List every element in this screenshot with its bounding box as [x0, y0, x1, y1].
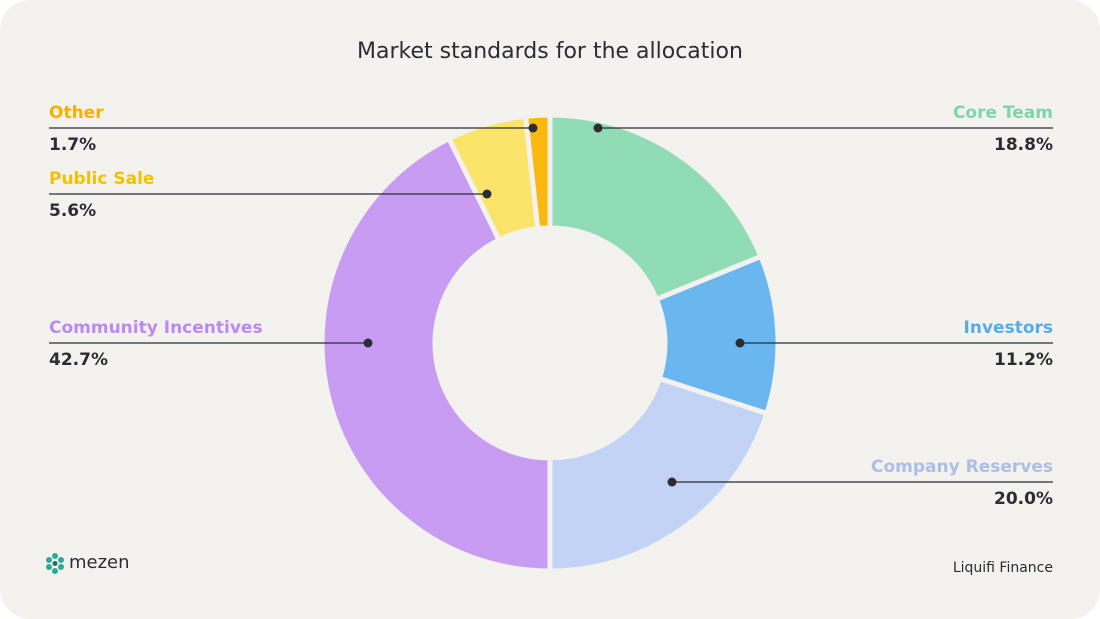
legend-label: Investors	[964, 318, 1053, 338]
leader-dot	[735, 338, 745, 348]
legend-label: Other	[49, 103, 104, 123]
legend-label: Core Team	[953, 103, 1053, 123]
leader-dot	[482, 189, 492, 199]
leader-dot	[593, 123, 603, 133]
leader-dot	[667, 477, 677, 487]
slice	[523, 112, 553, 232]
slices	[319, 112, 781, 574]
value-label: 11.2%	[994, 350, 1053, 370]
chart-title: Market standards for the allocation	[357, 39, 743, 64]
legend-label: Public Sale	[49, 169, 154, 189]
source: Liquifi Finance	[953, 560, 1053, 576]
logo-icon	[46, 553, 64, 574]
legend-label: Company Reserves	[871, 457, 1053, 477]
value-label: 18.8%	[994, 135, 1053, 155]
slice	[319, 136, 553, 574]
logo-text: mezen	[69, 552, 130, 573]
legend-label: Community Incentives	[49, 318, 263, 338]
value-label: 1.7%	[49, 135, 96, 155]
leader-dot	[528, 123, 538, 133]
value-label: 5.6%	[49, 201, 96, 221]
slice	[547, 376, 770, 574]
leader-dot	[363, 338, 373, 348]
value-label: 42.7%	[49, 350, 108, 370]
labels: Core Team 18.8% Investors 11.2% Company Rese…	[49, 103, 1053, 509]
value-label: 20.0%	[994, 489, 1053, 509]
